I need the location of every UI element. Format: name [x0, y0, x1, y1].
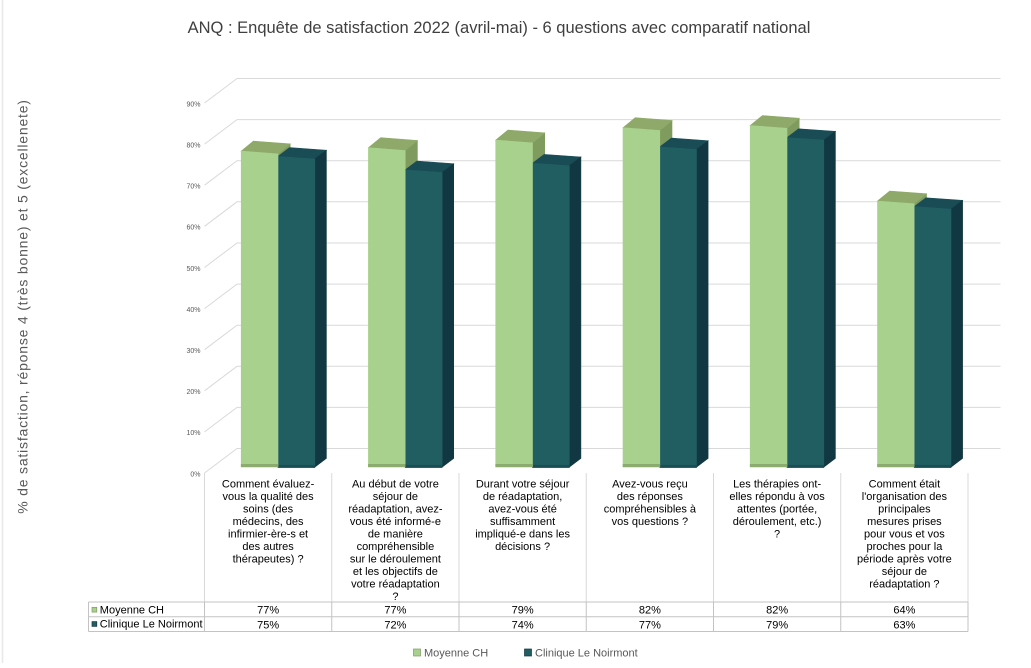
svg-text:82%: 82%	[766, 605, 788, 617]
svg-text:79%: 79%	[766, 619, 788, 631]
svg-text:90%: 90%	[186, 101, 200, 108]
svg-text:Moyenne CH: Moyenne CH	[424, 648, 488, 660]
svg-text:77%: 77%	[639, 619, 661, 631]
svg-text:77%: 77%	[384, 605, 406, 617]
svg-text:80%: 80%	[186, 142, 200, 149]
svg-text:63%: 63%	[893, 619, 915, 631]
svg-text:% de satisfaction, réponse 4 (: % de satisfaction, réponse 4 (très bonne…	[15, 99, 31, 514]
svg-text:Moyenne CH: Moyenne CH	[100, 604, 164, 616]
svg-text:Clinique Le Noirmont: Clinique Le Noirmont	[535, 648, 638, 660]
svg-text:70%: 70%	[186, 184, 200, 191]
svg-text:10%: 10%	[186, 430, 200, 437]
svg-text:64%: 64%	[893, 605, 915, 617]
svg-text:40%: 40%	[186, 307, 200, 314]
svg-text:79%: 79%	[512, 605, 534, 617]
svg-text:77%: 77%	[257, 605, 279, 617]
svg-text:75%: 75%	[257, 619, 279, 631]
svg-text:50%: 50%	[186, 266, 200, 273]
svg-text:30%: 30%	[186, 348, 200, 355]
svg-text:82%: 82%	[639, 605, 661, 617]
svg-text:74%: 74%	[512, 619, 534, 631]
svg-text:20%: 20%	[186, 389, 200, 396]
svg-text:Les thérapies ont-elles répond: Les thérapies ont-elles répondu à vos att…	[729, 479, 825, 541]
svg-text:Comment évaluez-vous la qualit: Comment évaluez-vous la qualité des soins…	[222, 479, 315, 566]
svg-text:0%: 0%	[190, 471, 200, 478]
svg-text:ANQ : Enquête de satisfaction: ANQ : Enquête de satisfaction 2022 (avri…	[188, 19, 811, 37]
svg-text:Clinique Le Noirmont: Clinique Le Noirmont	[100, 619, 203, 631]
svg-text:72%: 72%	[384, 619, 406, 631]
svg-text:60%: 60%	[186, 225, 200, 232]
